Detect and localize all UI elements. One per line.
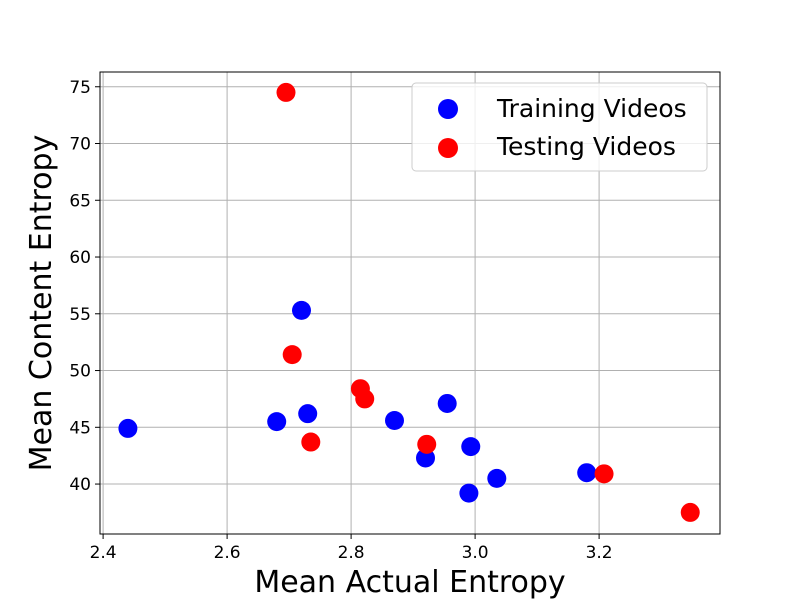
data-points [118,82,700,522]
y-tick-label: 40 [69,475,91,495]
training-point [267,412,287,432]
training-point [292,300,311,320]
testing-point [355,389,375,409]
legend-box [411,82,708,172]
training-point [118,418,138,438]
training-point [459,483,479,503]
training-point [487,468,507,488]
testing-point [282,345,302,365]
legend: Training Videos Testing Videos [411,82,708,172]
x-tick-label: 3.2 [586,543,613,563]
x-tick-label: 2.4 [90,543,117,563]
testing-point [680,502,700,522]
x-tick-label: 2.8 [338,543,365,563]
y-tick-label: 45 [69,418,91,438]
testing-point [301,432,321,452]
training-point [416,448,435,468]
training-point [298,404,318,424]
y-tick-label: 55 [69,305,91,325]
training-point [385,410,404,430]
y-tick-label: 75 [69,78,91,98]
grid [100,72,720,534]
y-tick-label: 65 [69,191,91,211]
testing-point [276,82,296,102]
legend-label-training: Training Videos [496,94,687,123]
testing-point [594,464,614,484]
y-axis-label: Mean Content Entropy [24,135,59,472]
x-tick-label: 2.6 [214,543,241,563]
legend-label-testing: Testing Videos [496,132,676,161]
y-tick-label: 70 [69,135,91,155]
training-point [577,463,597,483]
legend-marker-training [438,99,458,119]
y-tick-label: 60 [69,248,91,268]
training-point [461,437,481,457]
legend-marker-testing [438,138,458,158]
plot-frame [99,71,721,535]
axis-ticks: 2.4 2.6 2.8 3.0 3.2 40 45 50 55 60 65 70 75 [69,78,612,563]
testing-point [417,434,437,454]
x-axis-label: Mean Actual Entropy [254,565,565,600]
training-point [437,393,457,413]
x-tick-label: 3.0 [462,543,489,563]
y-tick-label: 50 [69,362,91,382]
